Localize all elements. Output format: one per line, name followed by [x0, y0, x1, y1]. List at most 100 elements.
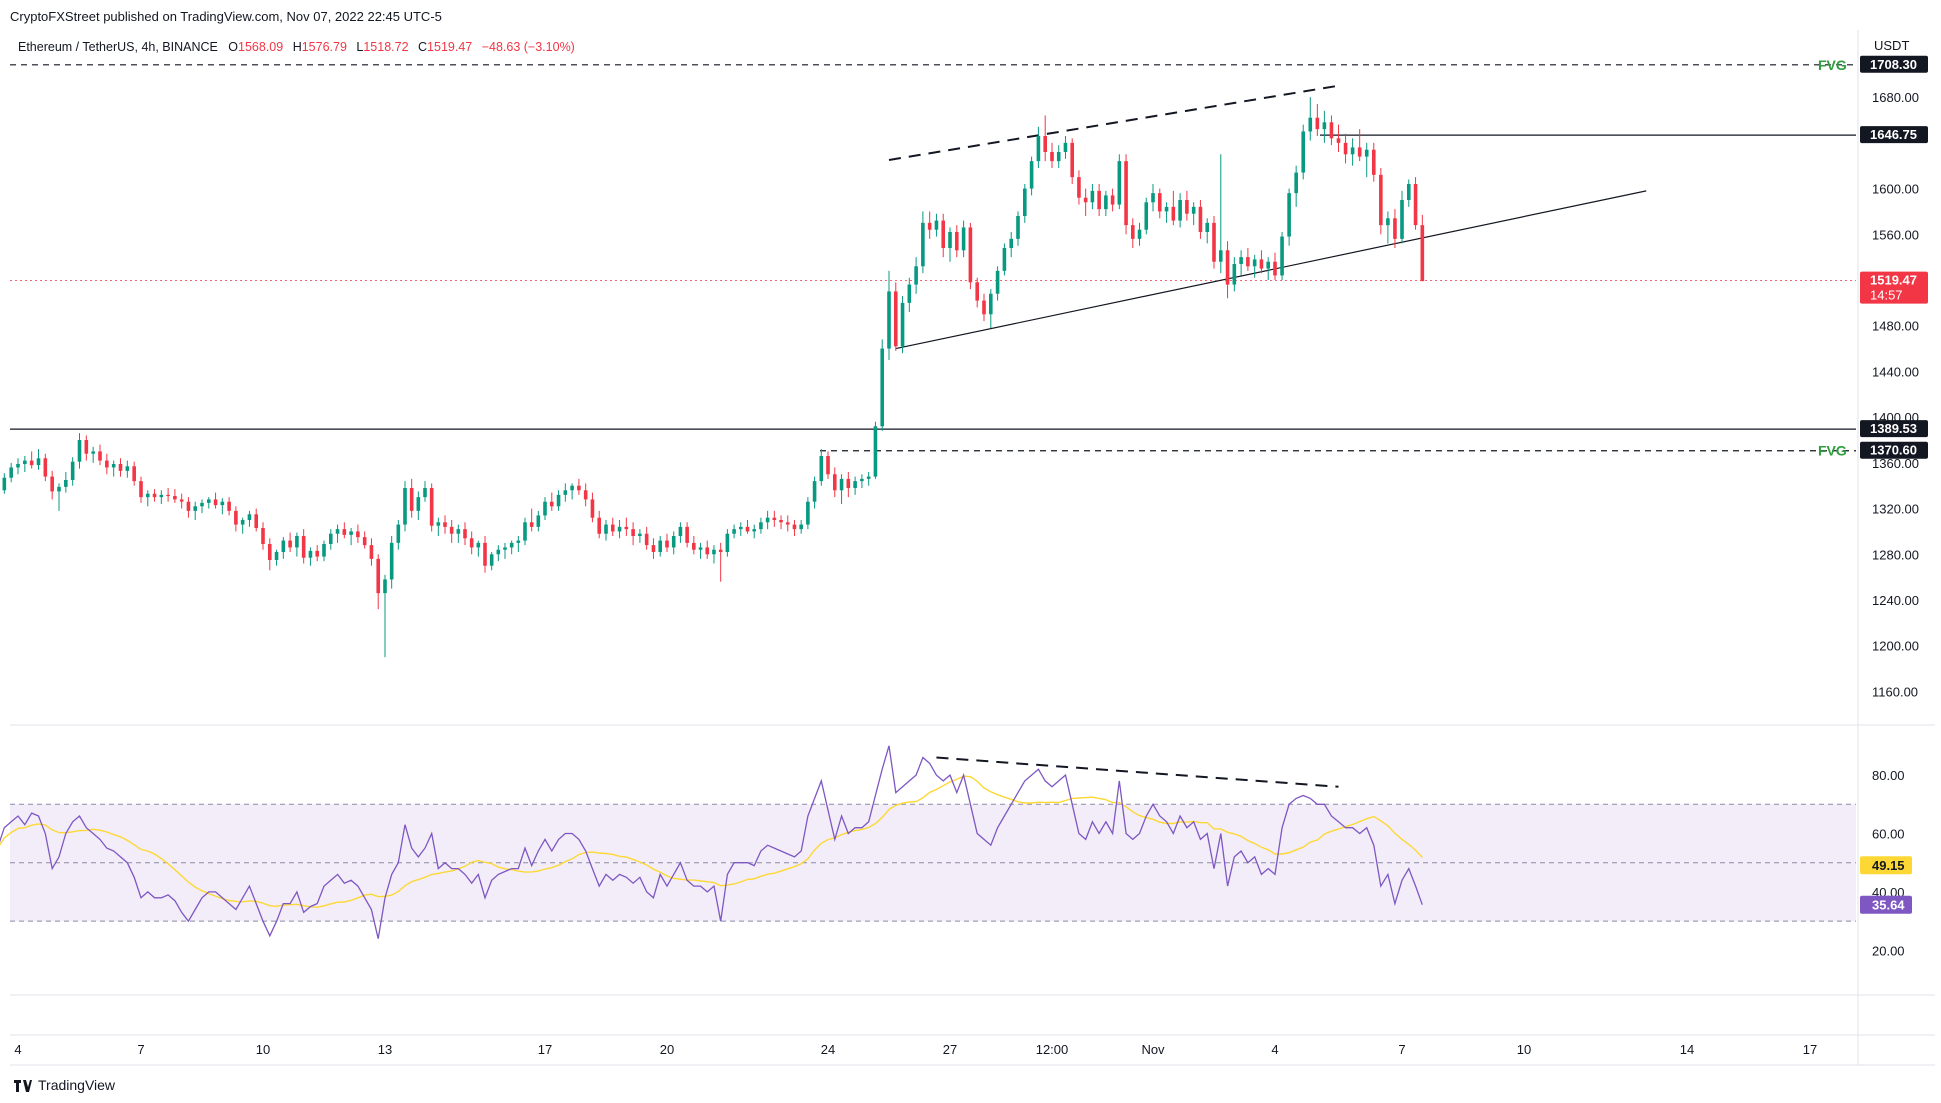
candle: [476, 540, 481, 557]
candle: [213, 492, 218, 509]
candle: [409, 478, 414, 518]
candle: [159, 490, 164, 504]
candle-body: [1287, 193, 1291, 237]
trendlines: [888, 84, 1647, 350]
candle-body: [772, 517, 777, 520]
date-axis: 4 7 10 13 17 20 24 27 12:00 Nov 4 7 10 14 17: [14, 1042, 1817, 1057]
candle-body: [563, 490, 568, 495]
candle-body: [921, 222, 925, 267]
candle-body: [1063, 142, 1068, 152]
candle: [1246, 248, 1250, 271]
candle-body: [853, 481, 857, 488]
candle-body: [1178, 200, 1182, 221]
currency-label: USDT: [1874, 38, 1909, 53]
candle-body: [409, 488, 414, 511]
candle-body: [1198, 206, 1203, 232]
rsi-ma-line: [0, 775, 1423, 908]
level-tag-bg-3: [1860, 420, 1928, 438]
price-tick-11: 1160.00: [1872, 684, 1918, 699]
candle-body: [322, 544, 326, 557]
candle: [1036, 126, 1041, 168]
candle: [1259, 250, 1264, 274]
candle-body: [725, 533, 730, 552]
candle: [1110, 188, 1115, 212]
candle: [1185, 190, 1189, 221]
candle: [718, 542, 723, 582]
candle-body: [961, 227, 966, 251]
candle-body: [301, 536, 306, 558]
price-axis: 1680.001600.001560.001480.001440.001400.…: [1860, 55, 1928, 699]
rsi-series: [0, 745, 1423, 939]
candle-body: [254, 514, 259, 528]
candle-body: [1301, 131, 1306, 173]
candle: [738, 522, 743, 536]
candle-body: [2, 477, 7, 491]
candle-body: [665, 540, 669, 548]
candle-body: [799, 524, 803, 530]
trendline-1: [895, 190, 1647, 350]
level-tag-bg-4: [1860, 441, 1928, 459]
candle: [1252, 254, 1257, 278]
candle: [496, 545, 501, 562]
candle: [227, 497, 231, 516]
candle: [523, 517, 527, 546]
candle: [247, 510, 252, 527]
candle: [1273, 252, 1277, 280]
candle: [725, 529, 730, 557]
candle: [1205, 218, 1210, 244]
candle-body: [1023, 188, 1027, 216]
candle: [261, 522, 265, 550]
candle-body: [1266, 261, 1271, 269]
candle: [57, 483, 61, 511]
candle: [759, 517, 763, 534]
candle-body: [376, 558, 381, 594]
candle: [853, 476, 857, 495]
candle: [1137, 222, 1142, 246]
candle-body: [631, 529, 635, 536]
candle-body: [1308, 117, 1313, 132]
candle: [745, 520, 750, 534]
candle: [383, 574, 387, 658]
candle-body: [975, 282, 979, 301]
symbol-legend: Ethereum / TetherUS, 4h, BINANCE O1568.0…: [18, 40, 581, 54]
candle: [9, 462, 13, 483]
candle: [281, 537, 286, 559]
candle-body: [745, 526, 750, 532]
candle: [1315, 104, 1320, 136]
candle-body: [516, 540, 521, 543]
date-tick-5: 20: [660, 1042, 674, 1057]
candle-body: [995, 270, 1000, 294]
candle: [779, 515, 783, 530]
candle-body: [489, 554, 494, 566]
candle-body: [295, 536, 299, 548]
tradingview-brand[interactable]: TradingView: [14, 1077, 115, 1093]
candle: [362, 531, 367, 549]
candle-body: [712, 549, 716, 555]
candle-body: [57, 486, 61, 492]
candle: [1322, 110, 1327, 143]
candle-body: [118, 464, 123, 471]
candle-body: [328, 533, 333, 544]
candle-body: [1406, 184, 1411, 200]
candle-body: [240, 520, 245, 525]
candle: [961, 220, 966, 258]
candle: [698, 542, 703, 559]
candle-body: [1185, 200, 1189, 214]
candle: [563, 483, 568, 502]
candle: [1371, 142, 1376, 182]
date-tick-11: 7: [1398, 1042, 1405, 1057]
candle: [1104, 190, 1108, 216]
candle: [1400, 190, 1404, 244]
candle-body: [989, 293, 993, 315]
candle-body: [496, 549, 501, 555]
candle-body: [389, 542, 394, 580]
candle: [342, 522, 347, 539]
level-tag-bg-2: [1860, 271, 1928, 304]
price-tick-7: 1320.00: [1872, 502, 1919, 517]
candle-body: [1043, 136, 1047, 152]
candle: [982, 293, 986, 322]
candle: [449, 520, 454, 543]
candle: [665, 533, 669, 552]
